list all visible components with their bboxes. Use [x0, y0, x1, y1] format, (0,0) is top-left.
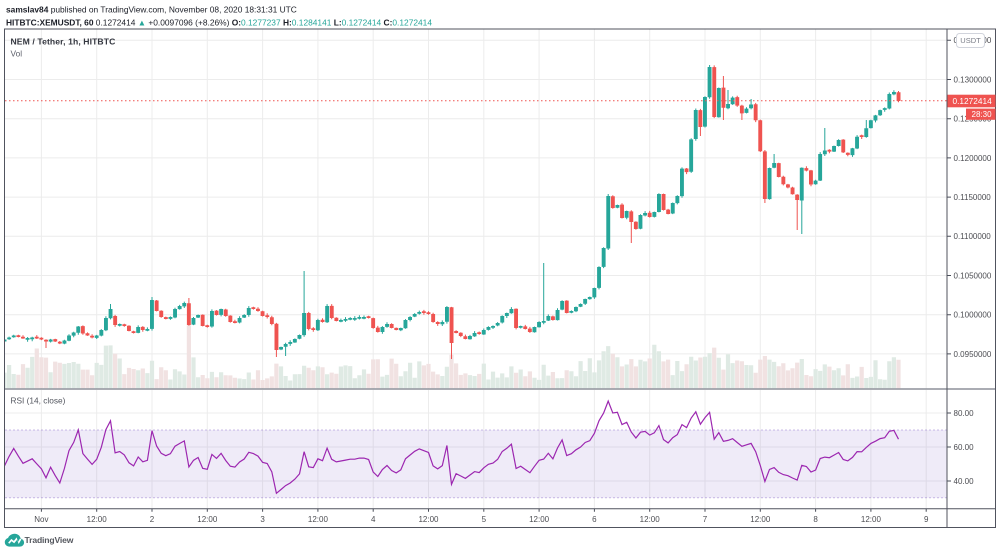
svg-text:4: 4 [371, 515, 376, 524]
svg-text:Vol: Vol [11, 48, 23, 58]
svg-text:NEM / Tether, 1h, HITBTC: NEM / Tether, 1h, HITBTC [11, 37, 116, 47]
svg-text:40.00: 40.00 [954, 477, 975, 486]
svg-text:0.1300000: 0.1300000 [954, 75, 992, 84]
svg-text:USDT: USDT [960, 36, 981, 45]
svg-text:28:30: 28:30 [972, 110, 993, 119]
svg-text:12:00: 12:00 [861, 515, 882, 524]
svg-text:8: 8 [813, 515, 818, 524]
svg-text:TradingView: TradingView [25, 535, 74, 545]
svg-text:Nov: Nov [34, 515, 48, 524]
svg-text:3: 3 [260, 515, 265, 524]
svg-text:0.1150000: 0.1150000 [954, 193, 992, 202]
svg-text:0.0950000: 0.0950000 [954, 350, 992, 359]
svg-text:samslav84 published on Trading: samslav84 published on TradingView.com, … [6, 5, 297, 15]
svg-text:0.1100000: 0.1100000 [954, 232, 992, 241]
svg-text:0.1050000: 0.1050000 [954, 271, 992, 280]
svg-text:7: 7 [703, 515, 708, 524]
svg-text:80.00: 80.00 [954, 409, 975, 418]
svg-text:12:00: 12:00 [197, 515, 218, 524]
svg-text:60.00: 60.00 [954, 443, 975, 452]
svg-text:12:00: 12:00 [640, 515, 661, 524]
svg-text:12:00: 12:00 [529, 515, 550, 524]
svg-text:RSI (14, close): RSI (14, close) [11, 395, 66, 405]
svg-text:12:00: 12:00 [750, 515, 771, 524]
svg-text:5: 5 [482, 515, 487, 524]
svg-text:12:00: 12:00 [308, 515, 329, 524]
svg-text:12:00: 12:00 [418, 515, 439, 524]
svg-text:6: 6 [592, 515, 597, 524]
svg-text:12:00: 12:00 [87, 515, 108, 524]
svg-text:9: 9 [924, 515, 929, 524]
svg-text:HITBTC:XEMUSDT, 60 0.1272414: HITBTC:XEMUSDT, 60 0.1272414 ▲ +0.009709… [6, 18, 432, 28]
svg-text:0.1000000: 0.1000000 [954, 311, 992, 320]
svg-text:0.1200000: 0.1200000 [954, 154, 992, 163]
svg-text:0.1272414: 0.1272414 [953, 96, 993, 106]
svg-text:2: 2 [150, 515, 155, 524]
